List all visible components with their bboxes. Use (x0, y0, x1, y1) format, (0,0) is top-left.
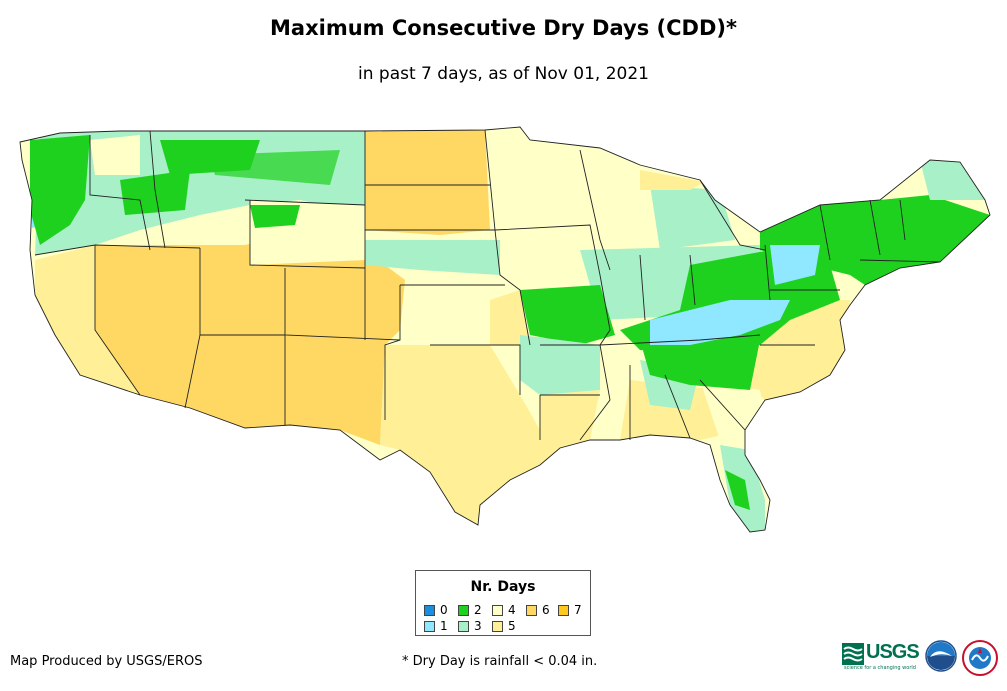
legend-item-4: 4 (492, 603, 516, 617)
legend-swatch-0 (424, 604, 435, 616)
legend-label-3: 3 (474, 619, 482, 633)
legend-item-2: 2 (458, 603, 482, 617)
legend-item-5: 5 (492, 619, 516, 633)
dry-days-raster (20, 127, 990, 532)
legend-swatch-2 (458, 604, 469, 616)
usgs-tagline: science for a changing world (844, 665, 916, 671)
legend-swatch-1 (424, 620, 435, 632)
legend-label-4: 4 (508, 603, 516, 617)
legend-swatch-7 (558, 604, 569, 616)
legend-item-6: 6 (526, 603, 550, 617)
legend-item-0: 0 (424, 603, 448, 617)
legend-item-7: 7 (558, 603, 582, 617)
legend-swatch-5 (492, 620, 503, 632)
dry-day-footnote: * Dry Day is rainfall < 0.04 in. (402, 654, 598, 669)
us-dry-days-map (19, 126, 991, 533)
usgs-wave-mark (842, 643, 864, 665)
legend: Nr. Days 0 1 2 3 4 5 6 7 (415, 570, 591, 636)
legend-item-3: 3 (458, 619, 482, 633)
legend-label-5: 5 (508, 619, 516, 633)
legend-label-7: 7 (574, 603, 582, 617)
legend-swatch-4 (492, 604, 503, 616)
state-boundaries (19, 126, 991, 533)
map-title: Maximum Consecutive Dry Days (CDD)* (270, 16, 737, 40)
map-subtitle: in past 7 days, as of Nov 01, 2021 (358, 64, 649, 84)
legend-item-1: 1 (424, 619, 448, 633)
usgs-wordmark: USGS (866, 641, 920, 663)
usgs-wave-icon (843, 646, 863, 662)
legend-label-0: 0 (440, 603, 448, 617)
legend-label-1: 1 (440, 619, 448, 633)
map-credit: Map Produced by USGS/EROS (10, 654, 203, 669)
legend-label-2: 2 (474, 603, 482, 617)
noaa-logo-icon (925, 640, 957, 672)
legend-title: Nr. Days (470, 579, 536, 595)
legend-label-6: 6 (542, 603, 550, 617)
legend-swatch-6 (526, 604, 537, 616)
legend-swatch-3 (458, 620, 469, 632)
nws-logo-icon (962, 640, 998, 676)
usgs-logo-icon: USGS science for a changing world (842, 641, 920, 671)
